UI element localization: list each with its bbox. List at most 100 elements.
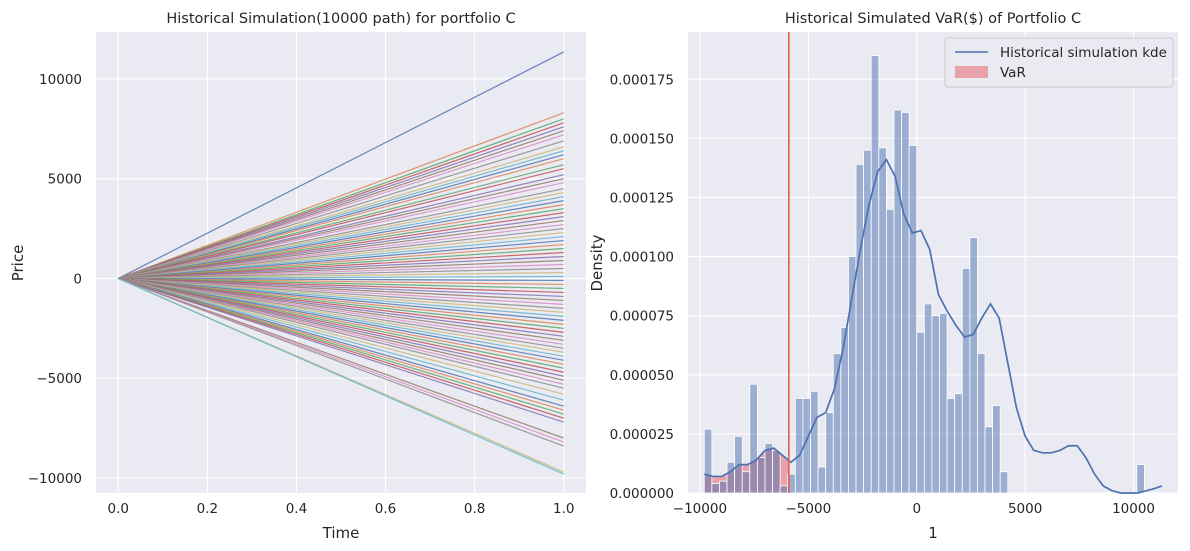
path-line-69 — [118, 277, 564, 401]
path-line-50 — [118, 277, 564, 321]
right-x-tick-label: 5000 — [1008, 501, 1042, 517]
legend-kde-label: Historical simulation kde — [1000, 45, 1167, 61]
left-y-tick-label: −10000 — [28, 471, 82, 487]
path-line-64 — [118, 277, 564, 377]
path-line-25 — [118, 219, 564, 280]
hist-bar-22 — [870, 55, 880, 494]
right-x-ticks: −10000 −5000 0 5000 10000 — [673, 501, 1155, 517]
hist-bar-39 — [999, 471, 1009, 494]
right-y-tick-label: 0.000175 — [610, 72, 674, 88]
hist-bar-2 — [719, 480, 728, 494]
path-line-6 — [118, 134, 564, 280]
path-line-60 — [118, 277, 564, 361]
path-line-74 — [118, 277, 564, 423]
hist-bar-24 — [885, 208, 895, 494]
path-line-37 — [118, 267, 564, 280]
path-line-27 — [118, 227, 564, 280]
left-paths — [118, 51, 564, 475]
left-chart: Historical Simulation(10000 path) for po… — [9, 11, 586, 542]
path-line-65 — [118, 277, 564, 381]
right-x-tick-label: 10000 — [1112, 501, 1155, 517]
path-line-66 — [118, 277, 564, 385]
right-y-tick-label: 0.000125 — [610, 190, 674, 206]
path-line-9 — [118, 150, 564, 280]
path-line-39 — [118, 275, 564, 280]
path-line-18 — [118, 192, 564, 280]
path-line-57 — [118, 277, 564, 349]
left-y-tick-label: 5000 — [48, 172, 82, 188]
right-x-tick-label: 0 — [912, 501, 921, 517]
hist-bar-37 — [984, 426, 994, 494]
path-line-20 — [118, 200, 564, 280]
path-line-28 — [118, 231, 564, 280]
hist-bar-3 — [726, 461, 736, 494]
path-line-42 — [118, 277, 564, 290]
legend-box — [944, 37, 1174, 88]
path-line-26 — [118, 223, 564, 280]
path-line-7 — [118, 140, 564, 280]
path-line-38 — [118, 271, 564, 280]
hist-bar-30 — [931, 315, 940, 494]
hist-bar-25 — [893, 109, 902, 494]
path-line-0 — [118, 51, 564, 280]
path-line-53 — [118, 277, 564, 333]
path-line-58 — [118, 277, 564, 353]
right-y-tick-label: 0.000075 — [610, 309, 674, 325]
path-line-79 — [118, 277, 564, 475]
hist-bar-0 — [703, 428, 713, 494]
path-line-47 — [118, 277, 564, 309]
left-x-label: Time — [322, 524, 360, 542]
hist-bar-26 — [901, 111, 910, 494]
right-y-tick-label: 0.000000 — [610, 486, 674, 502]
hist-bar-35 — [969, 237, 978, 494]
path-line-45 — [118, 277, 564, 302]
right-y-tick-label: 0.000025 — [610, 427, 674, 443]
histogram-bars — [703, 55, 1145, 494]
path-line-12 — [118, 164, 564, 280]
left-y-label: Price — [9, 245, 27, 282]
path-line-35 — [118, 259, 564, 280]
path-line-31 — [118, 243, 564, 280]
right-x-tick-label: −10000 — [673, 501, 727, 517]
hist-bar-20 — [855, 163, 865, 494]
path-line-1 — [118, 112, 564, 280]
hist-bar-7 — [756, 457, 766, 494]
path-line-43 — [118, 277, 564, 294]
path-line-73 — [118, 277, 564, 419]
legend: Historical simulation kde VaR — [944, 37, 1174, 88]
path-line-77 — [118, 277, 564, 447]
path-line-4 — [118, 126, 564, 280]
left-x-tick-label: 0.8 — [464, 501, 485, 517]
hist-bar-15 — [817, 466, 827, 494]
path-line-59 — [118, 277, 564, 357]
path-line-17 — [118, 188, 564, 280]
left-y-tick-label: −5000 — [36, 371, 82, 387]
path-line-5 — [118, 130, 564, 280]
hist-bar-9 — [772, 450, 781, 494]
path-line-19 — [118, 196, 564, 280]
hist-bar-1 — [711, 483, 720, 494]
hist-bar-16 — [825, 412, 834, 494]
path-line-63 — [118, 277, 564, 373]
right-chart-title: Historical Simulated VaR($) of Portfolio… — [785, 11, 1081, 27]
path-line-52 — [118, 277, 564, 329]
path-line-40 — [118, 277, 564, 282]
path-line-34 — [118, 255, 564, 280]
path-line-76 — [118, 277, 564, 443]
path-line-8 — [118, 146, 564, 280]
hist-bar-23 — [878, 147, 887, 494]
path-line-67 — [118, 277, 564, 389]
hist-bar-28 — [916, 331, 925, 494]
hist-bar-10 — [779, 485, 789, 494]
path-line-23 — [118, 212, 564, 280]
path-line-41 — [118, 277, 564, 286]
left-x-tick-label: 0.4 — [286, 501, 307, 517]
path-line-56 — [118, 277, 564, 345]
path-line-48 — [118, 277, 564, 313]
hist-bar-29 — [923, 303, 933, 494]
left-x-tick-label: 0.0 — [108, 501, 129, 517]
path-line-55 — [118, 277, 564, 341]
path-line-3 — [118, 122, 564, 280]
left-y-tick-label: 10000 — [39, 72, 82, 88]
